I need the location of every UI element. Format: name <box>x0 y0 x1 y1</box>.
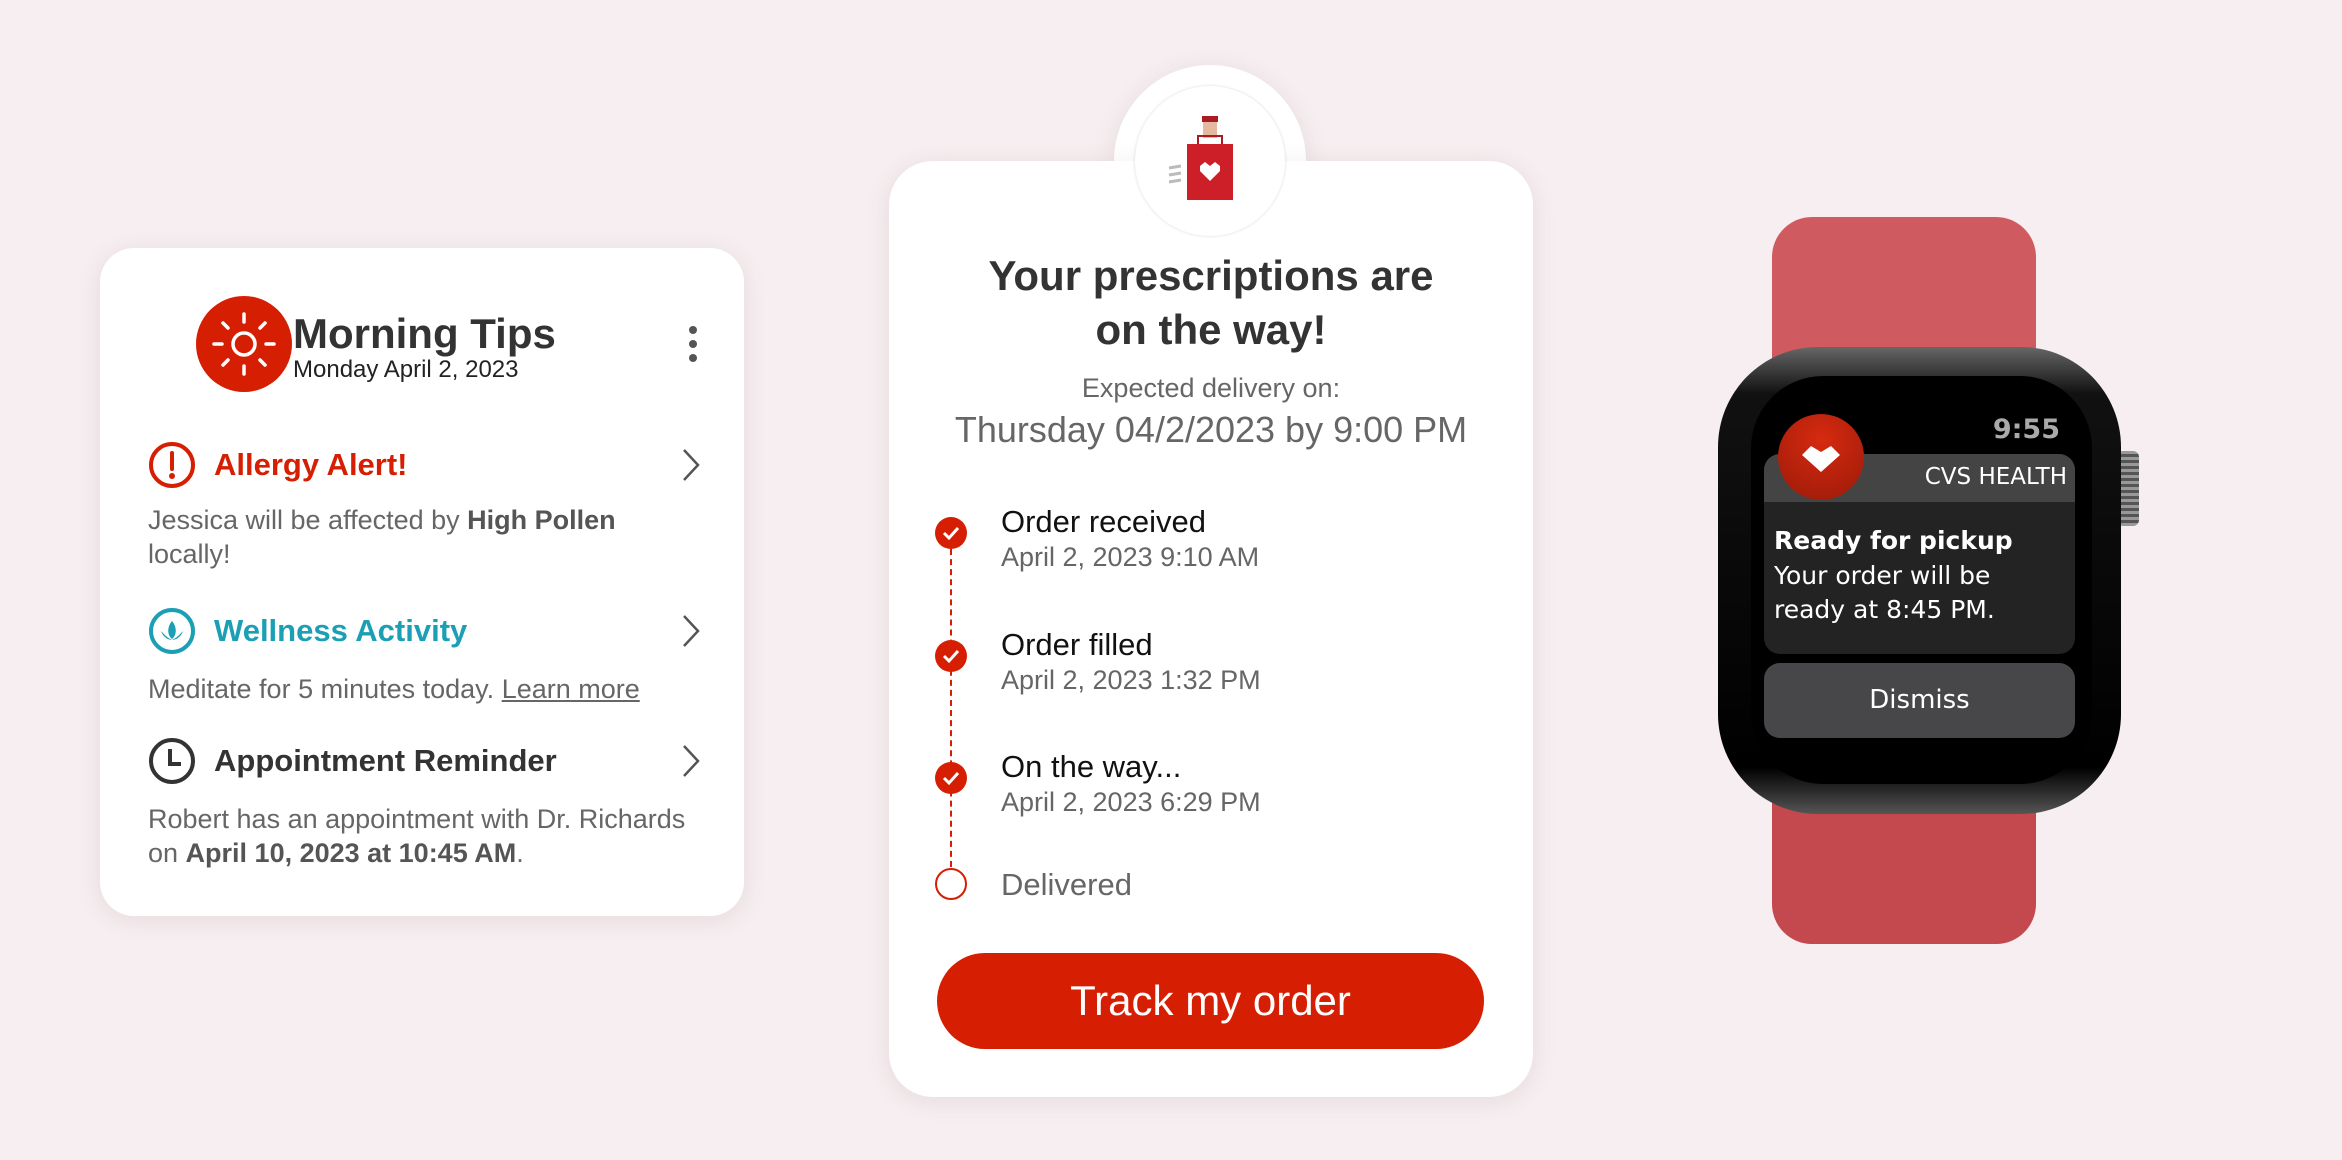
check-icon <box>935 640 967 672</box>
allergy-alert-text: Jessica will be affected by High Pollen … <box>148 505 616 569</box>
check-icon <box>935 762 967 794</box>
chevron-right-icon[interactable] <box>678 743 704 779</box>
step-label: Order filled <box>1001 627 1153 662</box>
appointment-reminder-title: Appointment Reminder <box>214 743 557 778</box>
wellness-activity-text: Meditate for 5 minutes today. Learn more <box>148 674 640 704</box>
appointment-reminder-row[interactable]: Appointment Reminder <box>148 737 708 785</box>
notification-title: Ready for pickup <box>1774 526 2013 555</box>
lotus-icon <box>148 607 196 655</box>
watch-screen: 9:55 CVS HEALTH Ready for pickup Your or… <box>1751 376 2092 784</box>
appointment-reminder-text: Robert has an appointment with Dr. Richa… <box>148 804 686 868</box>
pending-circle-icon <box>935 868 967 900</box>
step-time: April 2, 2023 9:10 AM <box>1001 542 1260 572</box>
allergy-alert-row[interactable]: Allergy Alert! <box>148 441 708 489</box>
shopping-bag-icon <box>1135 86 1285 236</box>
watch-band-bottom <box>1772 790 2036 944</box>
more-options-icon[interactable] <box>686 324 700 364</box>
track-order-button[interactable]: Track my order <box>937 953 1484 1049</box>
chevron-right-icon[interactable] <box>678 613 704 649</box>
card-date: Monday April 2, 2023 <box>293 356 519 383</box>
clock-icon <box>148 737 196 785</box>
allergy-alert-title: Allergy Alert! <box>214 447 408 482</box>
step-label: On the way... <box>1001 749 1182 784</box>
wellness-activity-row[interactable]: Wellness Activity <box>148 607 708 655</box>
tracking-heading: Your prescriptions are on the way! <box>988 252 1434 353</box>
expected-delivery-date: Thursday 04/2/2023 by 9:00 PM <box>954 409 1468 450</box>
step-label: Order received <box>1001 504 1207 539</box>
check-icon <box>935 517 967 549</box>
order-tracking-card: Your prescriptions are on the way! Expect… <box>889 161 1533 1097</box>
step-time: April 2, 2023 1:32 PM <box>1001 665 1261 695</box>
app-name: CVS HEALTH <box>1924 464 2067 490</box>
card-title: Morning Tips <box>293 310 556 357</box>
alert-icon <box>148 441 196 489</box>
morning-tips-card: Morning Tips Monday April 2, 2023 Allerg… <box>100 248 744 916</box>
wellness-activity-title: Wellness Activity <box>214 613 468 648</box>
timeline-line <box>950 549 952 877</box>
step-label: Delivered <box>1001 867 1132 902</box>
watch-time: 9:55 <box>1992 414 2060 445</box>
cvs-heart-logo-icon <box>1778 414 1864 500</box>
notification-message: Your order will be ready at 8:45 PM. <box>1774 561 1995 624</box>
dismiss-button[interactable]: Dismiss <box>1764 663 2075 738</box>
digital-crown[interactable] <box>2117 451 2139 526</box>
step-time: April 2, 2023 6:29 PM <box>1001 787 1261 817</box>
chevron-right-icon[interactable] <box>678 447 704 483</box>
learn-more-link[interactable]: Learn more <box>501 674 640 704</box>
sun-icon <box>196 296 292 392</box>
expected-delivery-label: Expected delivery on: <box>1081 373 1341 403</box>
